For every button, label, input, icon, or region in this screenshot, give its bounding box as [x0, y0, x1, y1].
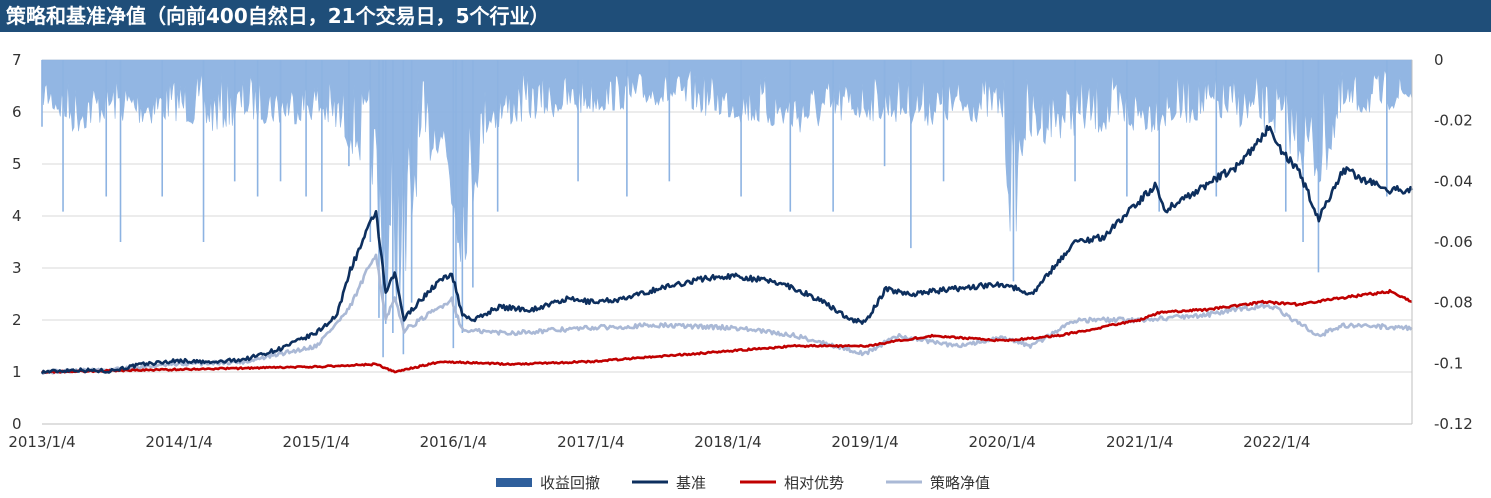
y-left-tick-label: 2: [12, 311, 22, 329]
y-left-tick-label: 4: [12, 207, 22, 225]
series-line-relative: [41, 289, 1413, 374]
drawdown-area: [41, 59, 1413, 331]
x-tick-label: 2014/1/4: [145, 433, 212, 451]
legend-label: 策略净值: [930, 474, 990, 492]
series-line-strategy: [41, 253, 1413, 376]
y-left-tick-label: 0: [12, 415, 22, 433]
x-tick-label: 2015/1/4: [283, 433, 350, 451]
y-right-tick-label: 0: [1434, 51, 1444, 69]
y-right-tick-label: -0.12: [1434, 415, 1473, 433]
chart-canvas: 0 1 2 3 4 5 6 7 0 -0.02 -0.04 -0.06 -0.08 -0.1 -0.12 20…: [8, 51, 1473, 492]
x-tick-label: 2018/1/4: [694, 433, 761, 451]
y-right-tick-label: -0.08: [1434, 294, 1473, 312]
x-tick-label: 2022/1/4: [1243, 433, 1310, 451]
y-left-tick-label: 6: [12, 103, 22, 121]
axes: 0 1 2 3 4 5 6 7 0 -0.02 -0.04 -0.06 -0.08 -0.1 -0.12 20…: [8, 51, 1473, 451]
legend-label: 收益回撤: [540, 474, 600, 492]
series-lines: [40, 124, 1414, 376]
y-left-tick-label: 3: [12, 259, 22, 277]
x-tick-label: 2017/1/4: [557, 433, 624, 451]
y-right-tick-label: -0.02: [1434, 112, 1473, 130]
x-tick-label: 2019/1/4: [831, 433, 898, 451]
x-tick-label: 2021/1/4: [1106, 433, 1173, 451]
y-left-tick-label: 5: [12, 155, 22, 173]
y-left-tick-label: 1: [12, 363, 22, 381]
series-drawdown: [41, 59, 1413, 358]
y-right-tick-label: -0.04: [1434, 172, 1473, 190]
gridlines: [42, 59, 1412, 425]
y-right-tick-label: -0.1: [1434, 354, 1463, 372]
chart-title: 策略和基准净值（向前400自然日，21个交易日，5个行业）: [0, 0, 1491, 32]
y-left-tick-label: 7: [12, 51, 22, 69]
x-tick-label: 2020/1/4: [968, 433, 1035, 451]
x-tick-label: 2016/1/4: [420, 433, 487, 451]
legend: 收益回撤 基准 相对优势 策略净值: [496, 474, 990, 492]
x-tick-label: 2013/1/4: [8, 433, 75, 451]
y-right-tick-label: -0.06: [1434, 233, 1473, 251]
legend-label: 相对优势: [784, 474, 844, 492]
legend-label: 基准: [676, 474, 706, 492]
series-line-benchmark: [40, 124, 1414, 375]
legend-swatch-drawdown: [496, 478, 532, 487]
